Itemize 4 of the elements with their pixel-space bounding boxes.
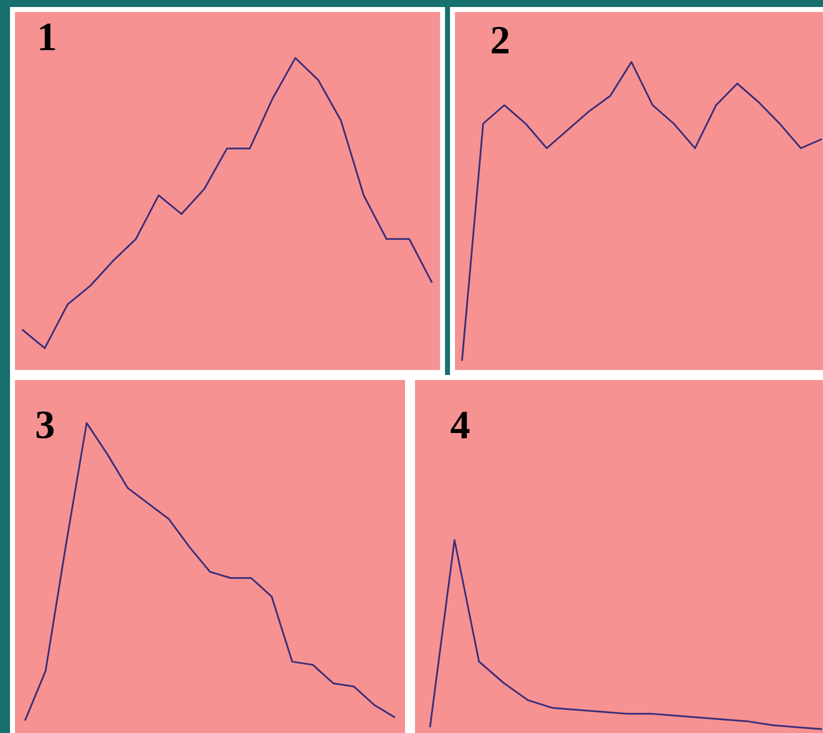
chart-title: 4	[450, 412, 470, 438]
chart-title: 1	[40, 24, 55, 50]
chart-title: 2	[492, 26, 508, 54]
chart-title: 3	[36, 411, 54, 438]
